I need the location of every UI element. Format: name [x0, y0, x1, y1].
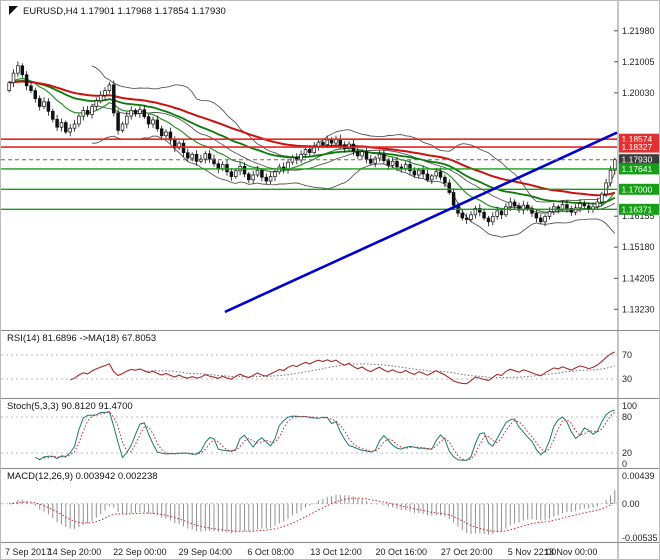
macd-panel: 0.00439 0.00 -0.00535 [1, 471, 658, 543]
svg-text:1.16155: 1.16155 [622, 211, 655, 221]
svg-text:20 Oct 16:00: 20 Oct 16:00 [376, 547, 428, 557]
svg-text:6 Oct 08:00: 6 Oct 08:00 [247, 547, 294, 557]
svg-text:70: 70 [622, 350, 632, 360]
trend-line[interactable] [224, 131, 618, 314]
price-tag [619, 141, 659, 153]
svg-text:22 Sep 00:00: 22 Sep 00:00 [113, 547, 167, 557]
svg-text:1.21005: 1.21005 [622, 57, 655, 67]
svg-text:13 Oct 12:00: 13 Oct 12:00 [310, 547, 362, 557]
stoch-panel: 100 0 80 20 [1, 401, 637, 469]
price-tag [619, 133, 659, 145]
svg-text:1.18327: 1.18327 [622, 142, 653, 152]
candles [7, 61, 617, 227]
price-tag [619, 154, 659, 166]
support-lines[interactable] [1, 168, 617, 211]
svg-text:1.18574: 1.18574 [622, 134, 653, 144]
chart-title: EURUSD,H4 1.17901 1.17968 1.17854 1.1793… [9, 6, 226, 17]
svg-text:1.17930: 1.17930 [622, 155, 653, 165]
svg-text:29 Sep 04:00: 29 Sep 04:00 [179, 547, 233, 557]
symbol-ohlc-text: EURUSD,H4 1.17901 1.17968 1.17854 1.1793… [23, 6, 226, 17]
price-tag [619, 183, 659, 195]
svg-text:1.13230: 1.13230 [622, 304, 655, 314]
price-tag [619, 163, 659, 175]
svg-text:0.00439: 0.00439 [622, 471, 655, 481]
rsi-title: RSI(14) 81.6896 ->MA(18) 67.8053 [7, 333, 157, 344]
price-tag [619, 203, 659, 215]
svg-text:5 Nov 22:00: 5 Nov 22:00 [508, 547, 557, 557]
svg-text:30: 30 [622, 374, 632, 384]
svg-text:1.17000: 1.17000 [622, 184, 653, 194]
rsi-panel: 70 30 [1, 350, 632, 385]
svg-text:1.14205: 1.14205 [622, 273, 655, 283]
svg-text:20: 20 [622, 448, 632, 458]
svg-text:14 Sep 20:00: 14 Sep 20:00 [48, 547, 102, 557]
chart-marker-icon [9, 6, 18, 15]
svg-text:7 Sep 2017: 7 Sep 2017 [5, 547, 51, 557]
svg-text:100: 100 [622, 401, 637, 411]
svg-text:1.20030: 1.20030 [622, 88, 655, 98]
svg-text:13 Nov 00:00: 13 Nov 00:00 [544, 547, 598, 557]
svg-text:80: 80 [622, 412, 632, 422]
svg-text:27 Oct 20:00: 27 Oct 20:00 [441, 547, 493, 557]
macd-title: MACD(12,26,9) 0.003942 0.002238 [7, 471, 158, 482]
resistance-lines[interactable] [1, 138, 617, 148]
svg-text:1.17641: 1.17641 [622, 164, 653, 174]
stoch-title: Stoch(5,3,3) 90.8120 91.4700 [7, 401, 133, 412]
svg-text:-0.00535: -0.00535 [622, 533, 658, 543]
svg-text:0: 0 [622, 459, 627, 469]
price-axis: 1.21980 1.21005 1.20030 1.16155 1.15180 1.142… [614, 26, 659, 314]
svg-text:1.21980: 1.21980 [622, 26, 655, 36]
svg-text:1.15180: 1.15180 [622, 242, 655, 252]
svg-text:0.00: 0.00 [622, 499, 640, 509]
svg-text:1.16371: 1.16371 [622, 204, 653, 214]
